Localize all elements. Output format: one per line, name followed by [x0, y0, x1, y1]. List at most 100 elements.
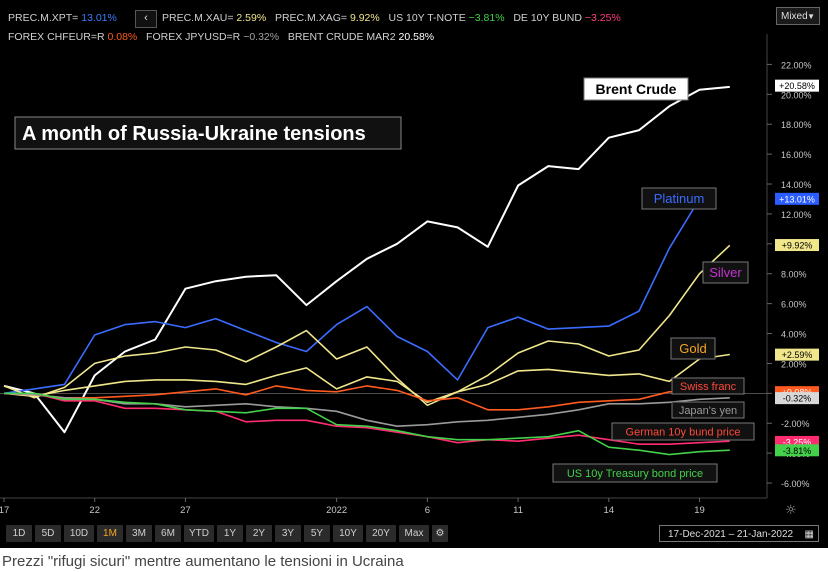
series-label: Platinum — [654, 191, 705, 206]
series-label: Swiss franc — [680, 381, 737, 393]
series-line-3 — [3, 353, 730, 404]
series-label-box — [641, 187, 717, 210]
chart-title: A month of Russia-Ukraine tensions — [22, 123, 366, 145]
last-value-text: +20.58% — [779, 81, 815, 91]
y-tick-label: -2.00% — [781, 419, 810, 429]
scale-mode-dropdown[interactable]: Mixed ▼ — [776, 7, 820, 25]
series-label-box — [583, 77, 689, 101]
quote-label: FOREX CHFEUR=R — [8, 31, 105, 43]
series-label: US 10y Treasury bond price — [567, 468, 703, 480]
range-button-3y[interactable]: 3Y — [275, 525, 301, 542]
quote-label: BRENT CRUDE MAR2 — [287, 31, 396, 43]
series-line-2 — [3, 244, 731, 407]
series-label-box — [671, 377, 745, 395]
y-tick-label: 16.00% — [781, 150, 812, 160]
gear-icon: ☼ — [785, 503, 797, 518]
header-row1-left: PREC.M.XPT= 13.01% — [8, 12, 117, 24]
quote-value: 2.59% — [236, 12, 267, 24]
y-tick-label: 6.00% — [781, 300, 807, 310]
chart-frame: -6.00%-4.00%-2.00%0.00%2.00%4.00%6.00%8.… — [0, 0, 828, 548]
range-button-5d[interactable]: 5D — [35, 525, 61, 542]
range-button-1d[interactable]: 1D — [6, 525, 32, 542]
x-tick-label: 11 — [513, 505, 523, 516]
y-tick-label: 2.00% — [781, 359, 807, 369]
series-label: Brent Crude — [596, 81, 677, 97]
last-value-tag — [775, 392, 819, 405]
last-value-text: -0.32% — [783, 394, 812, 404]
range-button-max[interactable]: Max — [399, 525, 429, 542]
y-tick-label: 20.00% — [781, 90, 812, 100]
quote-label: DE 10Y BUND — [513, 12, 582, 24]
quote-label: US 10Y T-NOTE — [388, 12, 466, 24]
chart-title-box — [14, 116, 402, 150]
series-label: Gold — [679, 341, 706, 356]
nav-back-button[interactable]: ‹ — [135, 10, 157, 28]
header-row1-right: PREC.M.XAU= 2.59% PREC.M.XAG= 9.92% US 1… — [162, 12, 621, 24]
x-tick-label: 2022 — [326, 505, 347, 516]
quote-value: −0.32% — [243, 31, 280, 43]
y-tick-label: 8.00% — [781, 270, 807, 280]
quote-value: 20.58% — [398, 31, 435, 43]
range-button-10d[interactable]: 10D — [64, 525, 94, 542]
date-range-text: 17-Dec-2021 – 21-Jan-2022 — [668, 529, 794, 540]
quote-value: 9.92% — [349, 12, 380, 24]
quote-label: FOREX JPYUSD=R — [146, 31, 241, 43]
y-tick-label: 18.00% — [781, 120, 812, 130]
series-label: German 10y bund price — [626, 426, 741, 438]
range-button-20y[interactable]: 20Y — [366, 525, 396, 542]
x-tick-label: 14 — [604, 505, 615, 516]
series-label-box — [670, 337, 716, 360]
last-value-text: +9.92% — [782, 241, 813, 251]
x-tick-label: 27 — [180, 505, 191, 516]
y-tick-label: 14.00% — [781, 180, 812, 190]
quote-label: PREC.M.XPT= — [8, 12, 79, 24]
quote-label: PREC.M.XAG= — [274, 12, 348, 24]
series-label-box — [702, 261, 749, 284]
quote-value: −3.81% — [468, 12, 505, 24]
last-value-text: +2.59% — [782, 350, 813, 360]
last-value-tag — [775, 444, 819, 457]
range-button-3m[interactable]: 3M — [126, 525, 152, 542]
quote-label: PREC.M.XAU= — [162, 12, 234, 24]
y-tick-label: 4.00% — [781, 330, 807, 340]
y-tick-label: 12.00% — [781, 210, 812, 220]
x-tick-label: 19 — [694, 505, 705, 516]
range-button-1y[interactable]: 1Y — [217, 525, 243, 542]
series-label: Silver — [709, 265, 742, 280]
last-value-text: -3.25% — [783, 437, 812, 447]
y-tick-label: 22.00% — [781, 60, 812, 70]
date-range-picker[interactable]: 17-Dec-2021 – 21-Jan-2022 ▦ — [659, 525, 819, 542]
series-label: Japan's yen — [679, 405, 737, 417]
last-value-tag — [775, 348, 819, 361]
scale-mode-label: Mixed — [781, 11, 808, 22]
range-button-10y[interactable]: 10Y — [333, 525, 363, 542]
quote-value: 0.08% — [107, 31, 138, 43]
last-value-text: -3.81% — [783, 446, 812, 456]
series-label-box — [611, 422, 755, 441]
series-line-6 — [4, 392, 730, 445]
x-tick-label: 22 — [89, 505, 100, 516]
x-tick-label: 17 — [0, 505, 9, 516]
x-tick-label: 6 — [425, 505, 430, 516]
last-value-tag — [775, 79, 819, 92]
calendar-icon: ▦ — [804, 529, 814, 540]
series-line-4 — [3, 385, 730, 411]
figure-caption: Prezzi "rifugi sicuri" mentre aumentano … — [2, 553, 404, 570]
series-label-box — [552, 463, 718, 483]
series-line-1 — [3, 198, 701, 395]
header-row2: FOREX CHFEUR=R 0.08% FOREX JPYUSD=R −0.3… — [8, 31, 434, 43]
settings-gear-icon[interactable]: ⚙ — [432, 525, 448, 542]
chart-plot: -6.00%-4.00%-2.00%0.00%2.00%4.00%6.00%8.… — [0, 34, 819, 518]
quote-value: 13.01% — [81, 12, 117, 24]
series-line-7 — [4, 392, 730, 456]
series-label-box — [671, 401, 745, 419]
last-value-text: +13.01% — [779, 194, 815, 204]
y-tick-label: -6.00% — [781, 479, 810, 489]
range-button-2y[interactable]: 2Y — [246, 525, 272, 542]
range-button-5y[interactable]: 5Y — [304, 525, 330, 542]
range-button-1m[interactable]: 1M — [97, 525, 123, 542]
range-button-6m[interactable]: 6M — [155, 525, 181, 542]
series-line-0 — [3, 85, 730, 434]
series-line-5 — [3, 392, 730, 427]
range-button-ytd[interactable]: YTD — [184, 525, 214, 542]
